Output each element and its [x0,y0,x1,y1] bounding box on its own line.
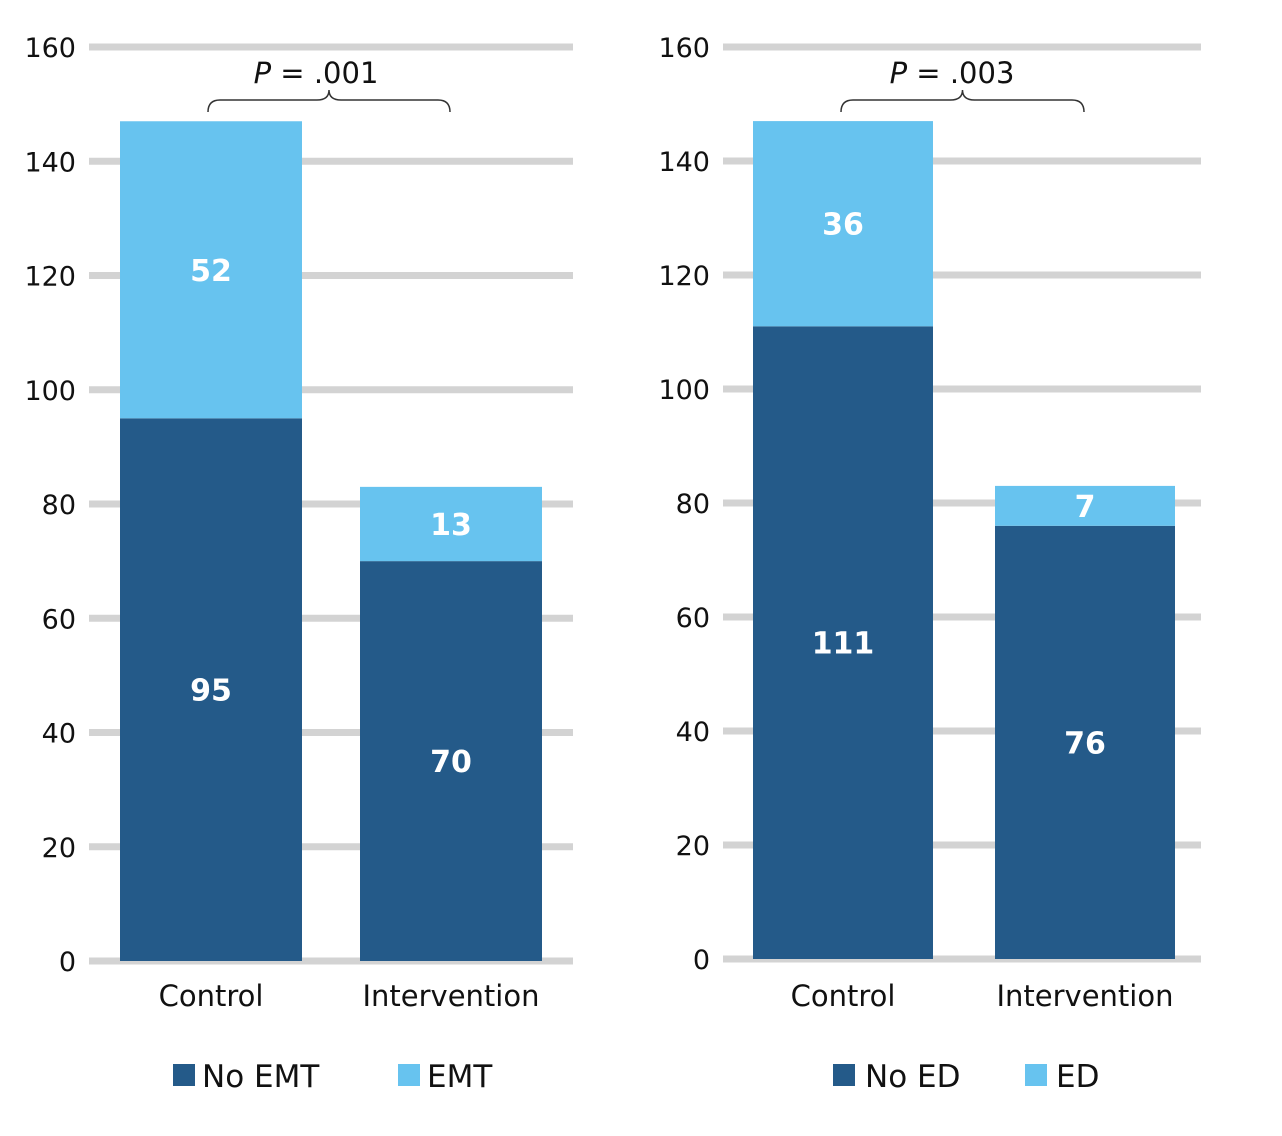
bar-segment [753,121,933,327]
bar-value-label: 13 [430,508,472,543]
bar-segment [753,326,933,959]
bar-segment [120,418,302,961]
y-tick-label: 40 [676,717,710,748]
chart-panel-1: 0 20 40 60 80 100 120 140 160 95 52 Control 70 13 Inte… [24,33,573,1095]
legend-label: No ED [865,1059,960,1095]
x-category-label: Intervention [996,979,1173,1013]
y-tick-label: 60 [42,604,76,635]
bar-value-label: 111 [812,627,875,662]
y-tick-label: 100 [24,376,76,407]
x-category-label: Intervention [362,979,539,1013]
y-tick-label: 20 [42,833,76,864]
y-tick-label: 120 [658,261,710,292]
significance-brace [840,89,1085,113]
chart-panel-2: 0 20 40 60 80 100 120 140 160 111 36 Control 76 7 Inte… [658,33,1201,1095]
legend-swatch [173,1064,195,1086]
legend-swatch [398,1064,420,1086]
bar-value-label: 36 [822,208,864,243]
p-value-annotation: P = .001 [254,56,379,90]
bar-value-label: 76 [1064,726,1106,761]
y-tick-label: 80 [676,489,710,520]
legend-label: ED [1056,1059,1099,1095]
legend-label: No EMT [202,1059,320,1095]
bar-segment [360,561,542,961]
p-value-annotation: P = .003 [890,56,1015,90]
bar-segment [995,525,1175,959]
y-tick-label: 120 [24,262,76,293]
x-category-label: Control [791,979,896,1013]
y-tick-label: 40 [42,719,76,750]
y-tick-label: 0 [59,947,76,978]
legend-label: EMT [427,1059,493,1095]
bar-segment [120,121,302,419]
bar-value-label: 7 [1075,490,1096,525]
y-tick-label: 140 [658,147,710,178]
significance-brace [207,89,451,113]
bar-segment [360,486,542,562]
bar-value-label: 70 [430,745,472,780]
legend-swatch [833,1064,855,1086]
y-tick-label: 160 [658,33,710,64]
y-tick-label: 140 [24,147,76,178]
bar-value-label: 95 [190,674,232,709]
bar-segment [995,485,1175,526]
x-category-label: Control [159,979,264,1013]
y-tick-label: 100 [658,375,710,406]
y-tick-label: 160 [24,33,76,64]
y-tick-label: 0 [693,945,710,976]
legend-swatch [1025,1064,1047,1086]
bar-value-label: 52 [190,254,232,289]
y-tick-label: 20 [676,831,710,862]
y-tick-label: 80 [42,490,76,521]
y-tick-label: 60 [676,603,710,634]
